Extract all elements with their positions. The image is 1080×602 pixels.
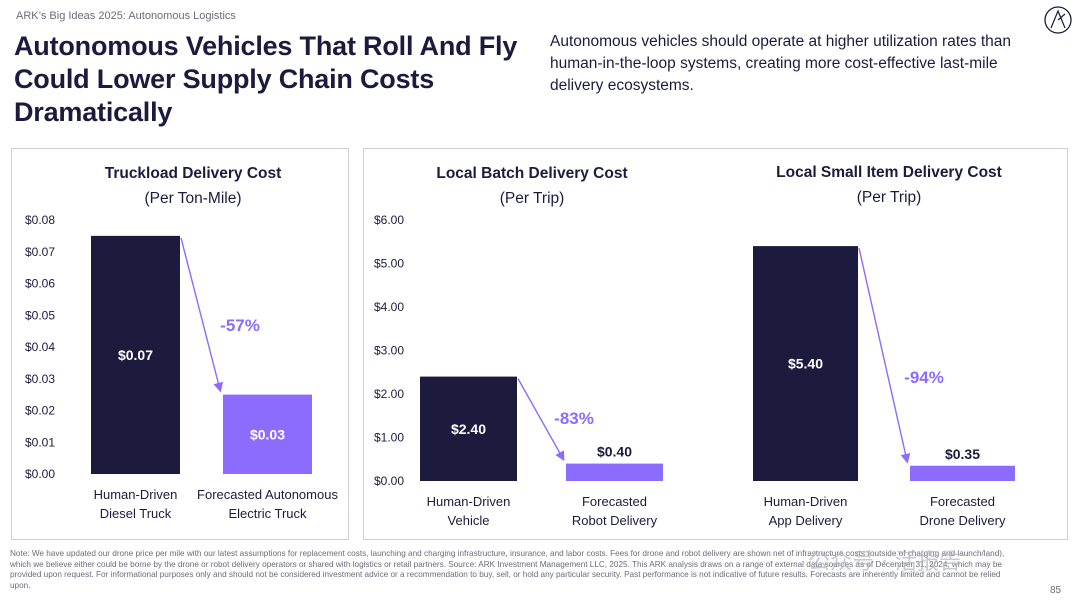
watermark: 公众号 · 活报告 xyxy=(808,550,961,575)
category-label: App Delivery xyxy=(769,513,843,528)
y-tick-label: $2.00 xyxy=(374,387,404,401)
y-tick-label: $0.08 xyxy=(25,213,55,227)
bar-value-label: $5.40 xyxy=(788,356,823,372)
category-label: Electric Truck xyxy=(228,506,307,521)
y-tick-label: $1.00 xyxy=(374,431,404,445)
y-tick-label: $0.05 xyxy=(25,308,55,322)
change-percent-label: -83% xyxy=(554,409,594,428)
chart-2-title: Local Small Item Delivery Cost xyxy=(776,164,1002,181)
chart-1-title: Local Batch Delivery Cost xyxy=(436,165,627,182)
y-tick-label: $4.00 xyxy=(374,300,404,314)
local-delivery-chart-panel: Local Batch Delivery Cost (Per Trip) $0.00… xyxy=(363,148,1068,540)
y-tick-label: $0.02 xyxy=(25,404,55,418)
bar-value-label: $0.03 xyxy=(250,426,285,442)
change-percent-label: -94% xyxy=(904,368,944,387)
y-tick-label: $0.03 xyxy=(25,372,55,386)
chart-1-subtitle: (Per Trip) xyxy=(500,190,565,207)
bar xyxy=(91,235,180,474)
truckload-chart-panel: Truckload Delivery Cost (Per Ton-Mile) $0.… xyxy=(11,148,349,540)
bar xyxy=(910,465,1015,481)
category-label: Vehicle xyxy=(448,513,490,528)
bar-value-label: $0.40 xyxy=(597,444,632,460)
bar-value-label: $0.07 xyxy=(118,347,153,363)
bar xyxy=(753,246,858,481)
bar xyxy=(420,376,517,481)
truckload-chart: Truckload Delivery Cost (Per Ton-Mile) $0.… xyxy=(25,165,338,521)
chart-0-title: Truckload Delivery Cost xyxy=(105,165,282,182)
category-label: Forecasted Autonomous xyxy=(197,487,338,502)
y-tick-label: $0.00 xyxy=(25,467,55,481)
y-tick-label: $0.01 xyxy=(25,435,55,449)
bar xyxy=(566,463,663,481)
y-tick-label: $0.00 xyxy=(374,474,404,488)
category-label: Robot Delivery xyxy=(572,513,658,528)
category-label: Drone Delivery xyxy=(920,513,1006,528)
page-subtitle: Autonomous vehicles should operate at hi… xyxy=(550,33,1011,94)
change-arrow xyxy=(858,247,911,464)
category-label: Diesel Truck xyxy=(100,506,172,521)
change-arrow xyxy=(517,378,565,462)
change-arrow xyxy=(180,237,224,393)
category-label: Human-Driven xyxy=(94,487,178,502)
y-tick-label: $0.06 xyxy=(25,277,55,291)
chart-0-subtitle: (Per Ton-Mile) xyxy=(144,190,241,207)
y-tick-label: $0.07 xyxy=(25,245,55,259)
category-label: Human-Driven xyxy=(427,494,511,509)
y-tick-label: $6.00 xyxy=(374,213,404,227)
change-percent-label: -57% xyxy=(220,316,260,335)
category-label: Forecasted xyxy=(930,494,995,509)
chart-2-subtitle: (Per Trip) xyxy=(857,189,922,206)
bar-value-label: $2.40 xyxy=(451,421,486,437)
category-label: Human-Driven xyxy=(764,494,848,509)
ark-logo-icon xyxy=(1044,6,1072,34)
kicker: ARK’s Big Ideas 2025: Autonomous Logisti… xyxy=(16,10,236,22)
page-title: Autonomous Vehicles That Roll And Fly Co… xyxy=(14,31,518,127)
y-tick-label: $3.00 xyxy=(374,344,404,358)
category-label: Forecasted xyxy=(582,494,647,509)
bar xyxy=(223,394,312,474)
bar-value-label: $0.35 xyxy=(945,446,980,462)
y-tick-label: $0.04 xyxy=(25,340,55,354)
local-delivery-chart: Local Batch Delivery Cost (Per Trip) $0.00… xyxy=(374,164,1015,528)
y-tick-label: $5.00 xyxy=(374,257,404,271)
page-number: 85 xyxy=(1050,585,1062,596)
footnote: Note: We have updated our drone price pe… xyxy=(10,549,1005,590)
